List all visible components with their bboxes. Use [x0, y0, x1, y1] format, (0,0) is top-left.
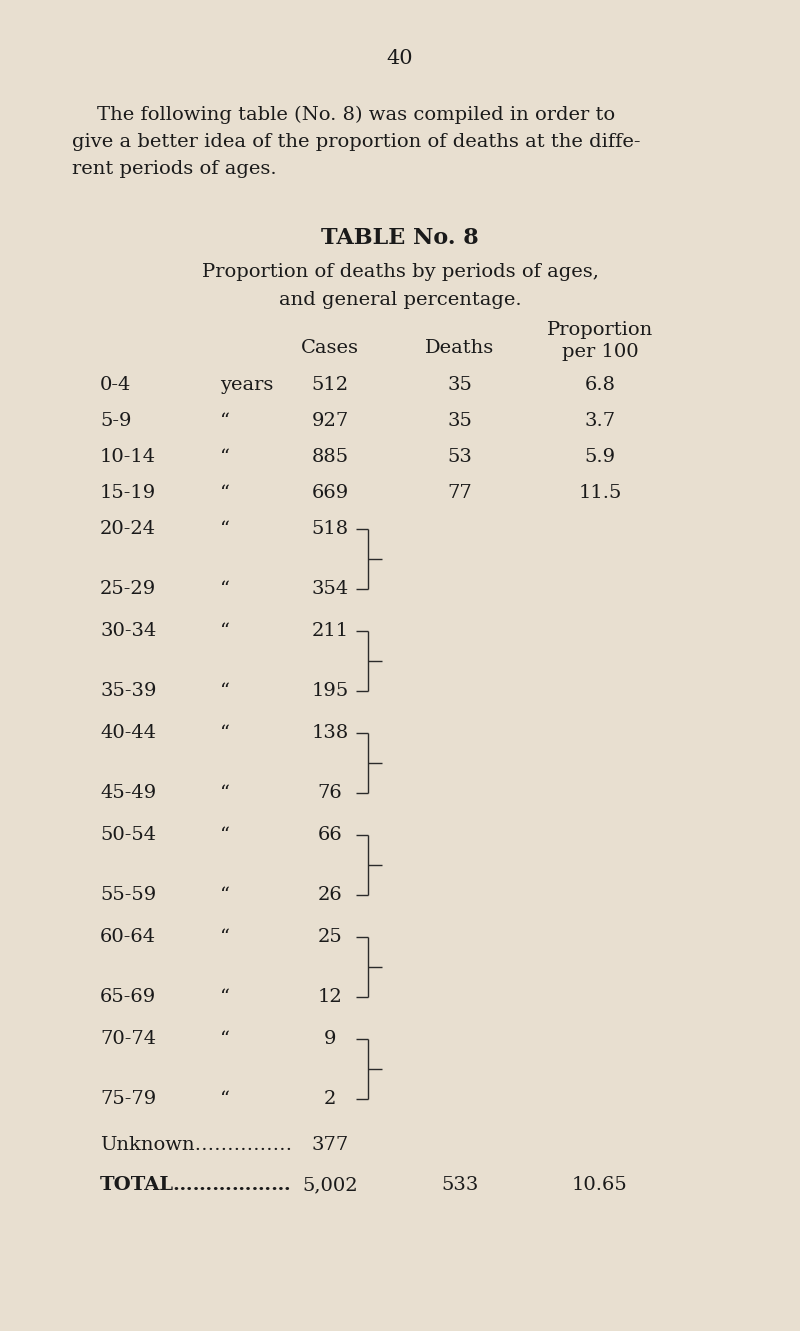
- Text: 138: 138: [311, 724, 349, 741]
- Text: 45-49: 45-49: [100, 784, 156, 803]
- Text: “: “: [220, 988, 230, 1006]
- Text: 512: 512: [311, 375, 349, 394]
- Text: “: “: [220, 484, 230, 502]
- Text: Unknown……………: Unknown……………: [100, 1135, 292, 1154]
- Text: 26: 26: [318, 886, 342, 904]
- Text: 40: 40: [386, 48, 414, 68]
- Text: 3.7: 3.7: [585, 413, 615, 430]
- Text: 5-9: 5-9: [100, 413, 131, 430]
- Text: 927: 927: [311, 413, 349, 430]
- Text: 669: 669: [311, 484, 349, 502]
- Text: 885: 885: [311, 449, 349, 466]
- Text: 25: 25: [318, 928, 342, 946]
- Text: 35-39: 35-39: [100, 681, 157, 700]
- Text: “: “: [220, 520, 230, 538]
- Text: “: “: [220, 1030, 230, 1047]
- Text: 377: 377: [311, 1135, 349, 1154]
- Text: 11.5: 11.5: [578, 484, 622, 502]
- Text: “: “: [220, 413, 230, 430]
- Text: 12: 12: [318, 988, 342, 1006]
- Text: 70-74: 70-74: [100, 1030, 156, 1047]
- Text: 35: 35: [447, 413, 473, 430]
- Text: 50-54: 50-54: [100, 827, 156, 844]
- Text: Proportion of deaths by periods of ages,: Proportion of deaths by periods of ages,: [202, 264, 598, 281]
- Text: 60-64: 60-64: [100, 928, 156, 946]
- Text: Deaths: Deaths: [426, 339, 494, 357]
- Text: 9: 9: [324, 1030, 336, 1047]
- Text: “: “: [220, 928, 230, 946]
- Text: 75-79: 75-79: [100, 1090, 156, 1107]
- Text: 6.8: 6.8: [585, 375, 615, 394]
- Text: and general percentage.: and general percentage.: [278, 291, 522, 309]
- Text: “: “: [220, 784, 230, 803]
- Text: 5.9: 5.9: [585, 449, 615, 466]
- Text: 65-69: 65-69: [100, 988, 156, 1006]
- Text: 518: 518: [311, 520, 349, 538]
- Text: “: “: [220, 724, 230, 741]
- Text: 195: 195: [311, 681, 349, 700]
- Text: 15-19: 15-19: [100, 484, 156, 502]
- Text: rent periods of ages.: rent periods of ages.: [72, 160, 277, 178]
- Text: 35: 35: [447, 375, 473, 394]
- Text: TABLE No. 8: TABLE No. 8: [321, 228, 479, 249]
- Text: “: “: [220, 622, 230, 640]
- Text: “: “: [220, 681, 230, 700]
- Text: “: “: [220, 449, 230, 466]
- Text: 66: 66: [318, 827, 342, 844]
- Text: “: “: [220, 580, 230, 598]
- Text: 76: 76: [318, 784, 342, 803]
- Text: Proportion: Proportion: [547, 321, 653, 339]
- Text: 30-34: 30-34: [100, 622, 156, 640]
- Text: 20-24: 20-24: [100, 520, 156, 538]
- Text: “: “: [220, 827, 230, 844]
- Text: 40-44: 40-44: [100, 724, 156, 741]
- Text: per 100: per 100: [562, 343, 638, 361]
- Text: 25-29: 25-29: [100, 580, 156, 598]
- Text: Cases: Cases: [301, 339, 359, 357]
- Text: 5,002: 5,002: [302, 1177, 358, 1194]
- Text: 10.65: 10.65: [572, 1177, 628, 1194]
- Text: “: “: [220, 1090, 230, 1107]
- Text: The following table (No. 8) was compiled in order to: The following table (No. 8) was compiled…: [72, 106, 615, 124]
- Text: 211: 211: [311, 622, 349, 640]
- Text: TOTAL………………: TOTAL………………: [100, 1177, 292, 1194]
- Text: 55-59: 55-59: [100, 886, 156, 904]
- Text: give a better idea of the proportion of deaths at the diffe-: give a better idea of the proportion of …: [72, 133, 641, 150]
- Text: “: “: [220, 886, 230, 904]
- Text: 0-4: 0-4: [100, 375, 131, 394]
- Text: 533: 533: [442, 1177, 478, 1194]
- Text: 2: 2: [324, 1090, 336, 1107]
- Text: 354: 354: [311, 580, 349, 598]
- Text: 10-14: 10-14: [100, 449, 156, 466]
- Text: 53: 53: [447, 449, 473, 466]
- Text: 77: 77: [448, 484, 472, 502]
- Text: years: years: [220, 375, 274, 394]
